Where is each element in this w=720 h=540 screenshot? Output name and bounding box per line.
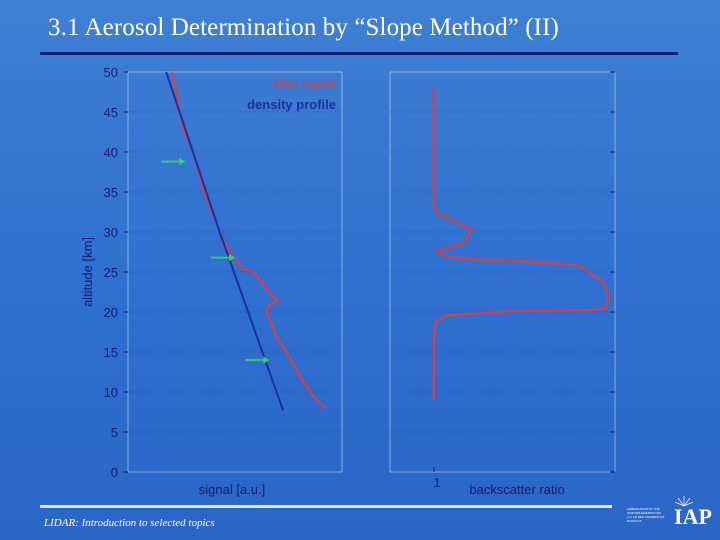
lidar-signal-line: [171, 71, 328, 409]
signal-series: [165, 71, 328, 411]
footer-text: LIDAR: Introduction to selected topics: [44, 517, 215, 529]
y-tick-label-20: 20: [104, 305, 118, 320]
slope-arrow-head-2: [229, 254, 235, 262]
backscatter-ratio-line: [432, 88, 611, 400]
backscatter-panel: 1 backscatter ratio: [389, 71, 616, 497]
logo-line-4: ROSTOCK: [627, 519, 642, 523]
y-tick-label-30: 30: [104, 225, 118, 240]
logo-line-2: ATMOSPHÄRENPHYSIK: [627, 511, 661, 515]
logo-line-1: LEIBNIZ-INSTITUT FÜR: [627, 507, 661, 511]
x-axis-label-backscatter: backscatter ratio: [469, 482, 564, 497]
logo-line-3: e.V. AN DER UNIVERSITÄT: [627, 515, 665, 519]
signal-grid: [128, 111, 342, 433]
y-tick-label-50: 50: [104, 65, 118, 80]
legend-density-profile: density profile: [247, 97, 336, 112]
title-divider: [40, 52, 678, 55]
y-tick-label-25: 25: [104, 265, 118, 280]
sun-rays-icon: [674, 496, 694, 507]
backscatter-series: [432, 88, 611, 472]
y-axis-label-altitude: altitude [km]: [80, 237, 95, 307]
backscatter-grid: [390, 71, 615, 473]
y-tick-label-15: 15: [104, 345, 118, 360]
footer-divider: [40, 505, 612, 508]
x-tick-label-1: 1: [433, 475, 440, 490]
slope-arrow-head-1: [179, 158, 186, 166]
y-tick-label-0: 0: [111, 465, 118, 480]
signal-panel: 0 5 10 15 20 25 30 35 40 45 50 lidar signal densit…: [80, 65, 343, 497]
iap-logo: IAP LEIBNIZ-INSTITUT FÜR ATMOSPHÄRENPHYS…: [627, 496, 712, 529]
slide-title: 3.1 Aerosol Determination by “Slope Meth…: [48, 14, 559, 41]
slope-arrow-head-3: [263, 356, 270, 364]
y-tick-label-40: 40: [104, 145, 118, 160]
y-tick-label-5: 5: [111, 425, 118, 440]
y-tick-label-10: 10: [104, 385, 118, 400]
y-tick-label-45: 45: [104, 105, 118, 120]
y-tick-label-35: 35: [104, 185, 118, 200]
logo-text: IAP: [674, 504, 712, 529]
legend-lidar-signal: lidar signal: [274, 76, 336, 91]
x-axis-label-signal: signal [a.u.]: [199, 482, 266, 497]
signal-y-ticks: 0 5 10 15 20 25 30 35 40 45 50: [104, 65, 128, 480]
slope-arrows: [161, 158, 270, 364]
density-profile-line: [165, 71, 285, 411]
